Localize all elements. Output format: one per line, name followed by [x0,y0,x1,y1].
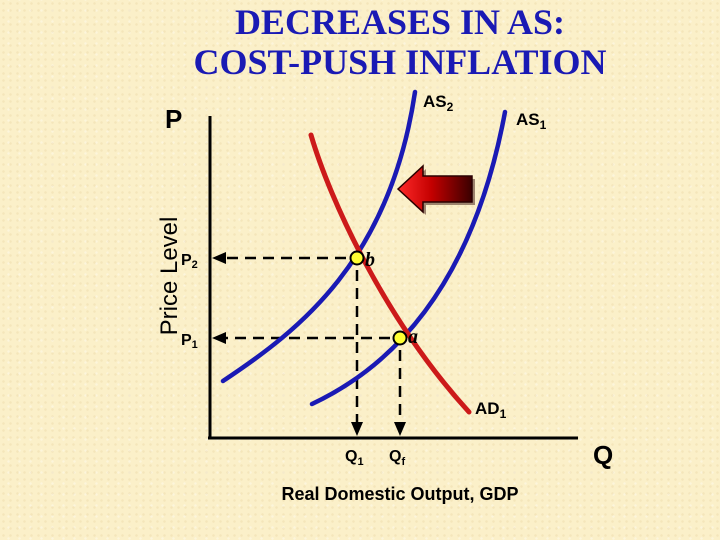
as1-curve [309,109,508,407]
as2-label-sub: 2 [447,100,454,114]
title-line-1: DECREASES IN AS: [234,2,566,42]
qf-tick-sub: f [401,456,405,468]
ad1-label: AD1 [475,399,507,421]
as1-label-sub: 1 [540,118,547,132]
q1-tick-sub: 1 [357,456,363,468]
p2-tick-main: P [181,252,192,269]
x-axis-title: Real Domestic Output, GDP [281,484,518,504]
slide-title: DECREASES IN AS: COST-PUSH INFLATION [140,2,660,82]
as1-label: AS1 [516,110,547,132]
p1-tick-main: P [181,332,192,349]
p2-guide-arrowhead [212,252,226,264]
y-axis-letter: P [165,104,182,134]
ad1-label-sub: 1 [500,407,507,421]
as2-label-main: AS [423,92,447,111]
point-a-label: a [408,326,418,348]
as2-label: AS2 [423,92,454,114]
point-b-label: b [365,249,375,271]
p1-tick-sub: 1 [192,339,198,351]
y-axis-title: Price Level [156,217,183,336]
q1-tick-main: Q [345,448,357,465]
as1-label-main: AS [516,110,540,129]
p2-tick-label: P2 [181,252,198,271]
ad1-label-main: AD [475,399,500,418]
qf-tick-label: Qf [389,448,405,468]
left-arrow-icon [396,164,475,215]
title-line-2: COST-PUSH INFLATION [193,42,607,82]
p2-tick-sub: 2 [192,259,198,271]
p1-tick-label: P1 [181,332,198,351]
q1-tick-label: Q1 [345,448,364,468]
q1-guide-arrowhead [351,422,363,436]
qf-tick-main: Q [389,448,401,465]
p1-guide-arrowhead [212,332,226,344]
as2-curve [220,89,418,384]
point-a [392,330,408,346]
x-axis-letter: Q [593,440,613,470]
point-b [349,250,365,266]
qf-guide-arrowhead [394,422,406,436]
ad1-curve [308,132,472,415]
